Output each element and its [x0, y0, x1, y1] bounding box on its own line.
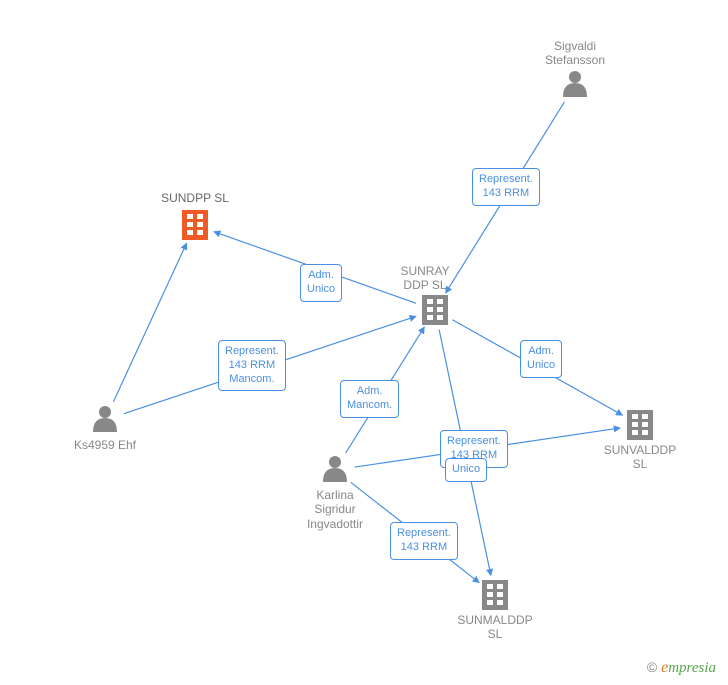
watermark: © empresia	[647, 659, 716, 677]
diagram-canvas	[0, 0, 728, 685]
node-label: SUNDPP SL	[145, 191, 245, 205]
edge-label: Adm. Unico	[520, 340, 562, 378]
person-icon	[93, 406, 117, 432]
edge-label: Unico	[445, 458, 487, 482]
building-icon	[422, 295, 448, 325]
edge-label: Adm. Mancom.	[340, 380, 399, 418]
node-label: SUNMALDDP SL	[445, 613, 545, 642]
building-icon	[482, 580, 508, 610]
node-label: Ks4959 Ehf	[55, 438, 155, 452]
person-icon	[563, 71, 587, 97]
person-icon	[323, 456, 347, 482]
edge-label: Represent. 143 RRM Mancom.	[218, 340, 286, 391]
edge	[113, 243, 186, 402]
building-icon	[182, 210, 208, 240]
edge-label: Represent. 143 RRM	[390, 522, 458, 560]
edge-label: Represent. 143 RRM	[472, 168, 540, 206]
node-label: Karlina Sigridur Ingvadottir	[285, 488, 385, 531]
building-icon	[627, 410, 653, 440]
node-label: Sigvaldi Stefansson	[525, 39, 625, 68]
brand-rest: mpresia	[668, 660, 716, 676]
copyright-symbol: ©	[647, 659, 657, 675]
node-label: SUNVALDDP SL	[590, 443, 690, 472]
edge-label: Adm. Unico	[300, 264, 342, 302]
node-label: SUNRAY DDP SL	[375, 264, 475, 293]
